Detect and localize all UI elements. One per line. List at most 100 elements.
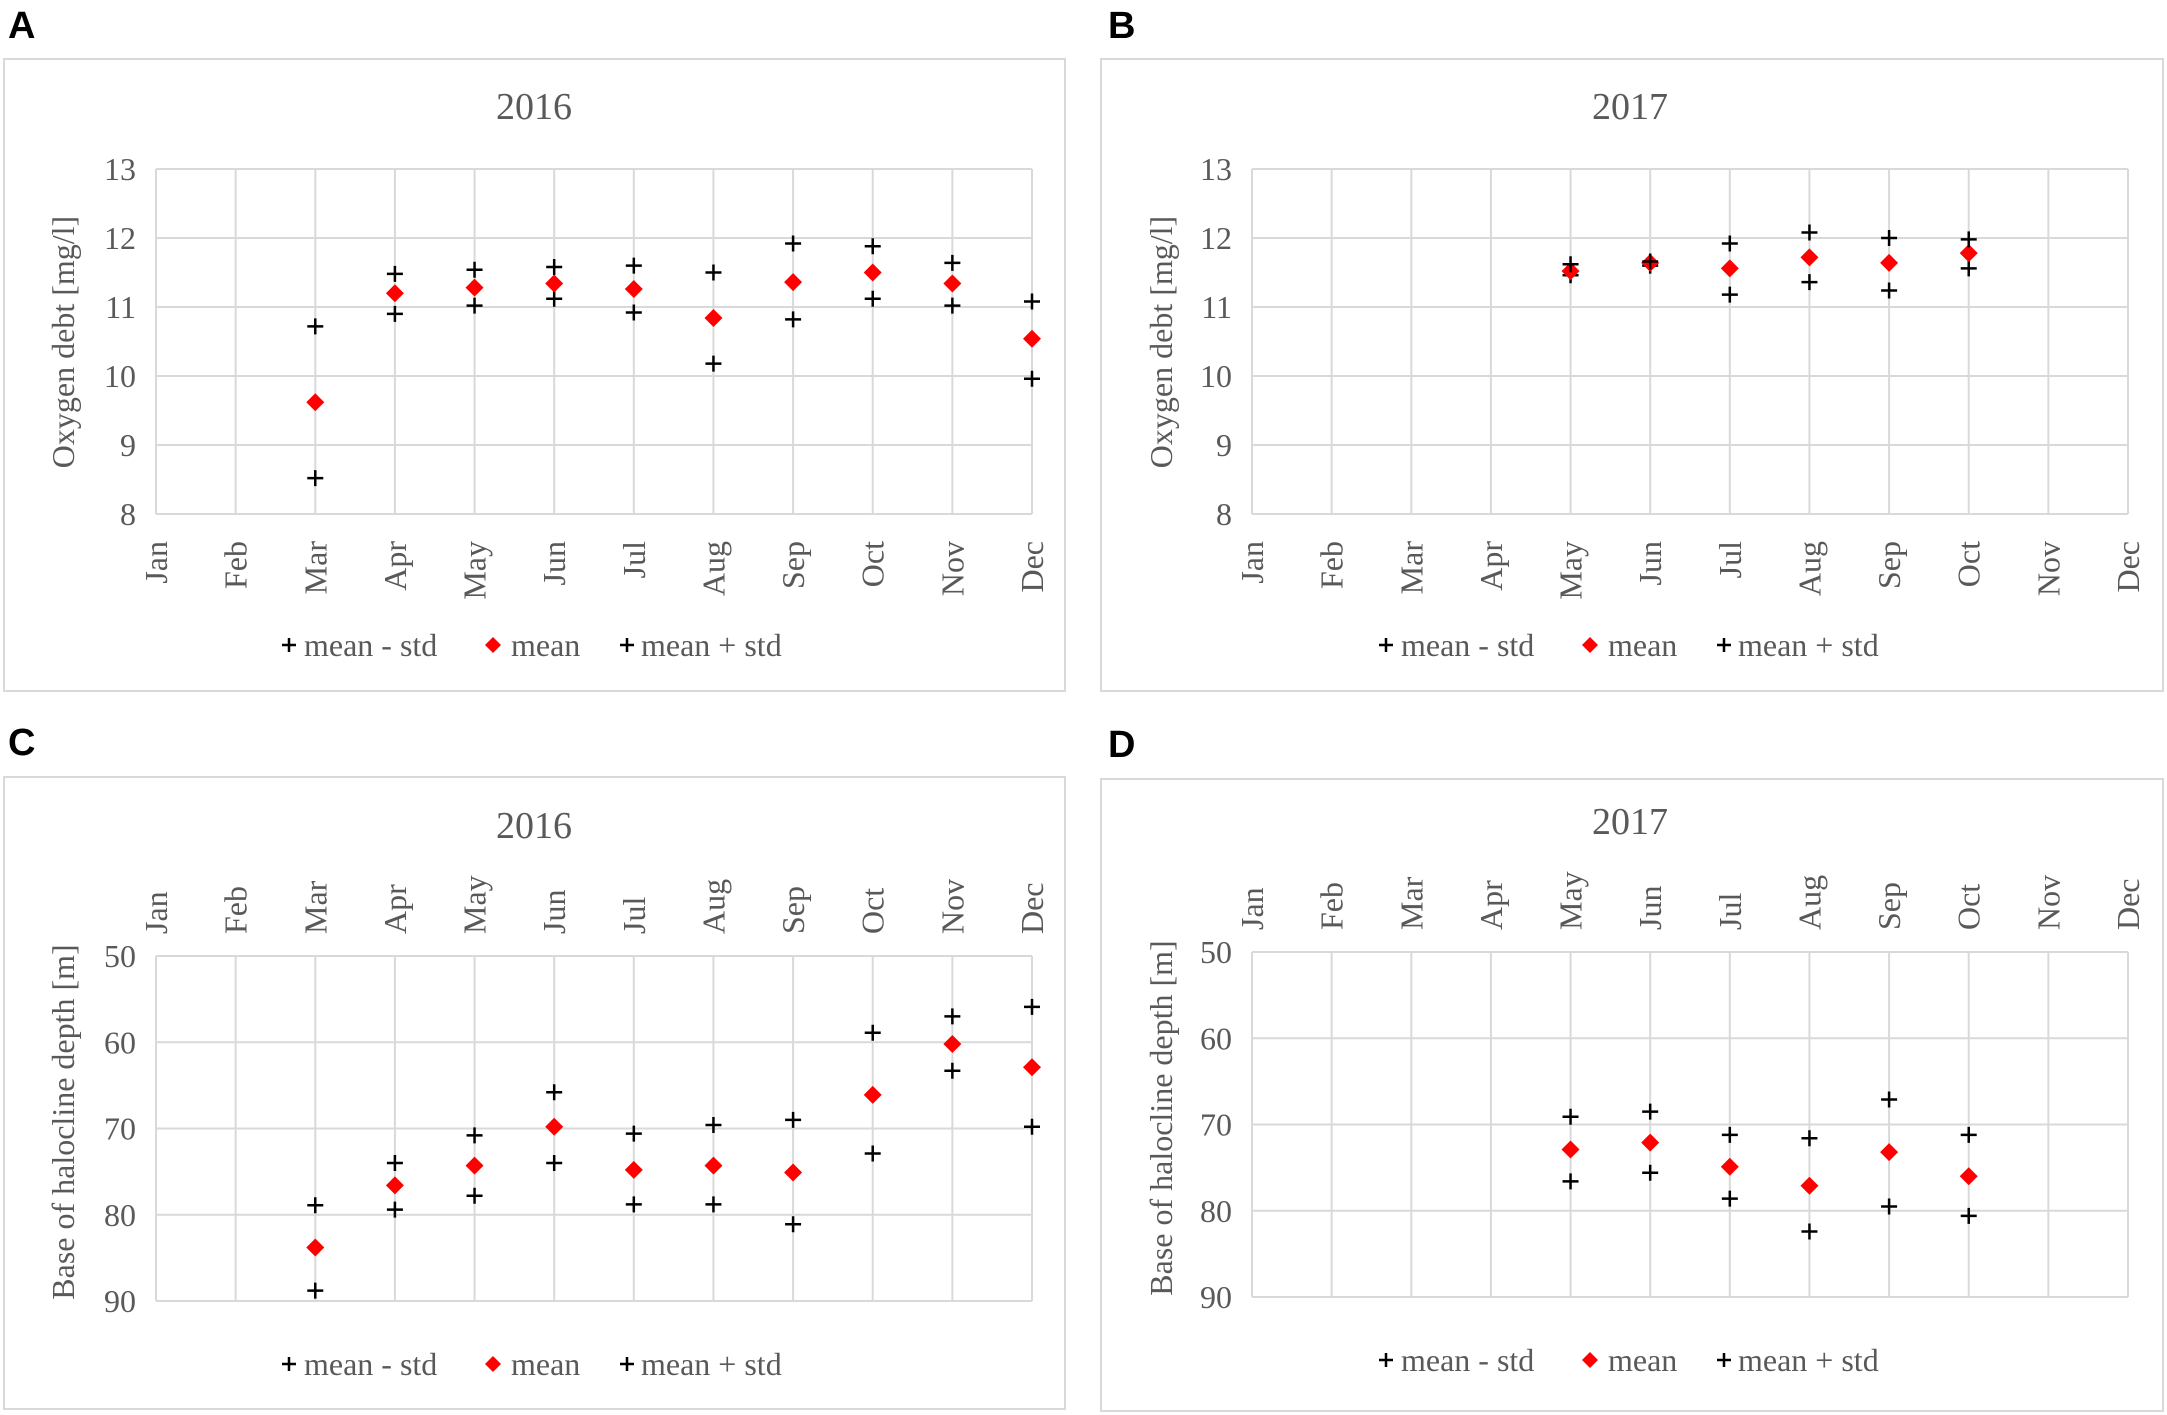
data-point-diamond bbox=[1023, 329, 1041, 348]
data-point-plus bbox=[1801, 224, 1818, 241]
data-point-plus bbox=[944, 254, 961, 271]
data-point-diamond bbox=[624, 280, 643, 299]
chart-frame bbox=[1100, 778, 2164, 1412]
data-point-plus bbox=[546, 1155, 563, 1171]
x-tick-label: Sep bbox=[1871, 882, 1907, 930]
data-point-diamond bbox=[1880, 253, 1899, 272]
data-point-plus bbox=[546, 1084, 563, 1101]
legend-label-mean: mean bbox=[511, 1346, 580, 1382]
data-point-plus bbox=[386, 305, 403, 322]
data-point-plus bbox=[705, 264, 722, 281]
data-point-plus bbox=[1721, 235, 1738, 252]
legend-marker-plus bbox=[1379, 638, 1393, 652]
data-point-plus bbox=[1881, 1198, 1898, 1215]
x-tick-label: Mar bbox=[1393, 541, 1429, 595]
legend-label-mean-minus-std: mean - std bbox=[304, 1346, 437, 1382]
y-tick-label: 60 bbox=[1200, 1020, 1232, 1056]
legend-marker-diamond bbox=[1582, 637, 1598, 653]
series-mean-std bbox=[307, 1062, 1040, 1299]
y-tick-label: 11 bbox=[1201, 289, 1232, 325]
legend-marker-plus bbox=[620, 1357, 634, 1371]
data-point-diamond bbox=[704, 1156, 723, 1175]
x-tick-label: Jul bbox=[616, 897, 652, 934]
data-point-diamond bbox=[784, 273, 803, 292]
data-point-diamond bbox=[1641, 1133, 1660, 1152]
x-tick-label: May bbox=[457, 541, 493, 600]
data-point-diamond bbox=[306, 1238, 325, 1257]
legend: mean - std mean mean + std bbox=[282, 627, 782, 663]
x-tick-label: Aug bbox=[695, 541, 731, 596]
data-point-diamond bbox=[1720, 259, 1739, 278]
y-tick-label: 8 bbox=[120, 496, 136, 532]
y-axis-label: Base of halocline depth [m] bbox=[1143, 940, 1179, 1295]
y-axis-label: Oxygen debt [mg/l] bbox=[1143, 216, 1179, 468]
chart-title: 2017 bbox=[1592, 86, 1668, 128]
data-point-plus bbox=[1562, 256, 1579, 273]
legend-marker-plus bbox=[1717, 1353, 1731, 1367]
data-point-plus bbox=[705, 1196, 722, 1213]
panel-a: A 2016 Oxygen debt [mg/l] 8 9 10 11 12 13 Jan F… bbox=[3, 5, 1066, 692]
legend-label-mean-minus-std: mean - std bbox=[1401, 1342, 1534, 1378]
x-tick-label: May bbox=[457, 875, 493, 934]
y-tick-label: 90 bbox=[1200, 1279, 1232, 1315]
x-tick-label: Jul bbox=[1712, 541, 1748, 578]
series-mean-std bbox=[1562, 224, 1977, 273]
legend: mean - std mean mean + std bbox=[1379, 627, 1879, 663]
data-point-plus bbox=[386, 1155, 403, 1171]
data-point-diamond bbox=[545, 274, 564, 293]
x-tick-label: Dec bbox=[2110, 878, 2146, 930]
data-point-diamond bbox=[1800, 1176, 1819, 1195]
plot-area: 50 60 70 80 90 Jan Feb Mar Apr May Jun Jul Aug Sep Oct… bbox=[1200, 871, 2146, 1315]
data-point-plus bbox=[1881, 230, 1898, 246]
data-point-plus bbox=[1562, 1173, 1579, 1190]
y-tick-label: 80 bbox=[104, 1197, 136, 1233]
data-point-plus bbox=[864, 1024, 881, 1041]
x-tick-label: Jun bbox=[1632, 541, 1668, 585]
data-point-plus bbox=[1881, 282, 1898, 299]
data-point-plus bbox=[386, 265, 403, 282]
legend: mean - std mean mean + std bbox=[282, 1346, 782, 1382]
legend-marker-plus bbox=[1379, 1353, 1393, 1367]
x-tick-label: Mar bbox=[297, 541, 333, 595]
data-point-plus bbox=[944, 1008, 961, 1025]
legend-label-mean-plus-std: mean + std bbox=[1738, 1342, 1879, 1378]
data-point-plus bbox=[307, 470, 324, 487]
data-point-plus bbox=[1024, 293, 1040, 310]
data-point-plus bbox=[1960, 1126, 1977, 1143]
x-tick-label: Nov bbox=[934, 879, 970, 934]
legend-marker-diamond bbox=[485, 637, 501, 653]
data-point-plus bbox=[1960, 1207, 1977, 1224]
legend-label-mean-plus-std: mean + std bbox=[641, 1346, 782, 1382]
y-tick-label: 11 bbox=[105, 289, 136, 325]
x-tick-label: Jan bbox=[138, 891, 174, 934]
data-point-plus bbox=[705, 1117, 722, 1134]
data-point-plus bbox=[1642, 253, 1659, 270]
legend-label-mean-minus-std: mean - std bbox=[1401, 627, 1534, 663]
x-tick-label: May bbox=[1553, 871, 1589, 930]
plot-area: 8 9 10 11 12 13 Jan Feb Mar Apr May Jun Jul Aug Sep Oct… bbox=[1200, 151, 2146, 600]
chart-frame bbox=[3, 776, 1066, 1410]
data-point-plus bbox=[546, 290, 563, 307]
y-tick-label: 90 bbox=[104, 1283, 136, 1319]
data-point-diamond bbox=[1959, 1167, 1978, 1186]
x-tick-label: Jun bbox=[1632, 886, 1668, 930]
x-tick-label: Dec bbox=[2110, 541, 2146, 593]
data-point-plus bbox=[1024, 1118, 1040, 1135]
legend-label-mean: mean bbox=[511, 627, 580, 663]
panel-c: C 2016 Base of halocline depth [m] 50 60 7… bbox=[3, 722, 1066, 1410]
data-point-diamond bbox=[863, 1085, 882, 1104]
legend-marker-diamond bbox=[1582, 1352, 1598, 1368]
data-point-plus bbox=[466, 1187, 483, 1204]
data-point-plus bbox=[1960, 260, 1977, 277]
legend-marker-plus bbox=[282, 1357, 296, 1371]
series-mean bbox=[1561, 1133, 1978, 1195]
data-point-plus bbox=[1721, 1190, 1738, 1207]
data-point-plus bbox=[864, 1145, 881, 1162]
data-point-plus bbox=[1801, 1223, 1818, 1240]
x-tick-label: Jul bbox=[616, 541, 652, 578]
data-point-plus bbox=[1721, 286, 1738, 303]
data-point-diamond bbox=[863, 263, 882, 282]
data-point-diamond bbox=[385, 284, 404, 303]
x-tick-label: Feb bbox=[1314, 882, 1350, 930]
x-tick-label: Nov bbox=[2030, 541, 2066, 596]
